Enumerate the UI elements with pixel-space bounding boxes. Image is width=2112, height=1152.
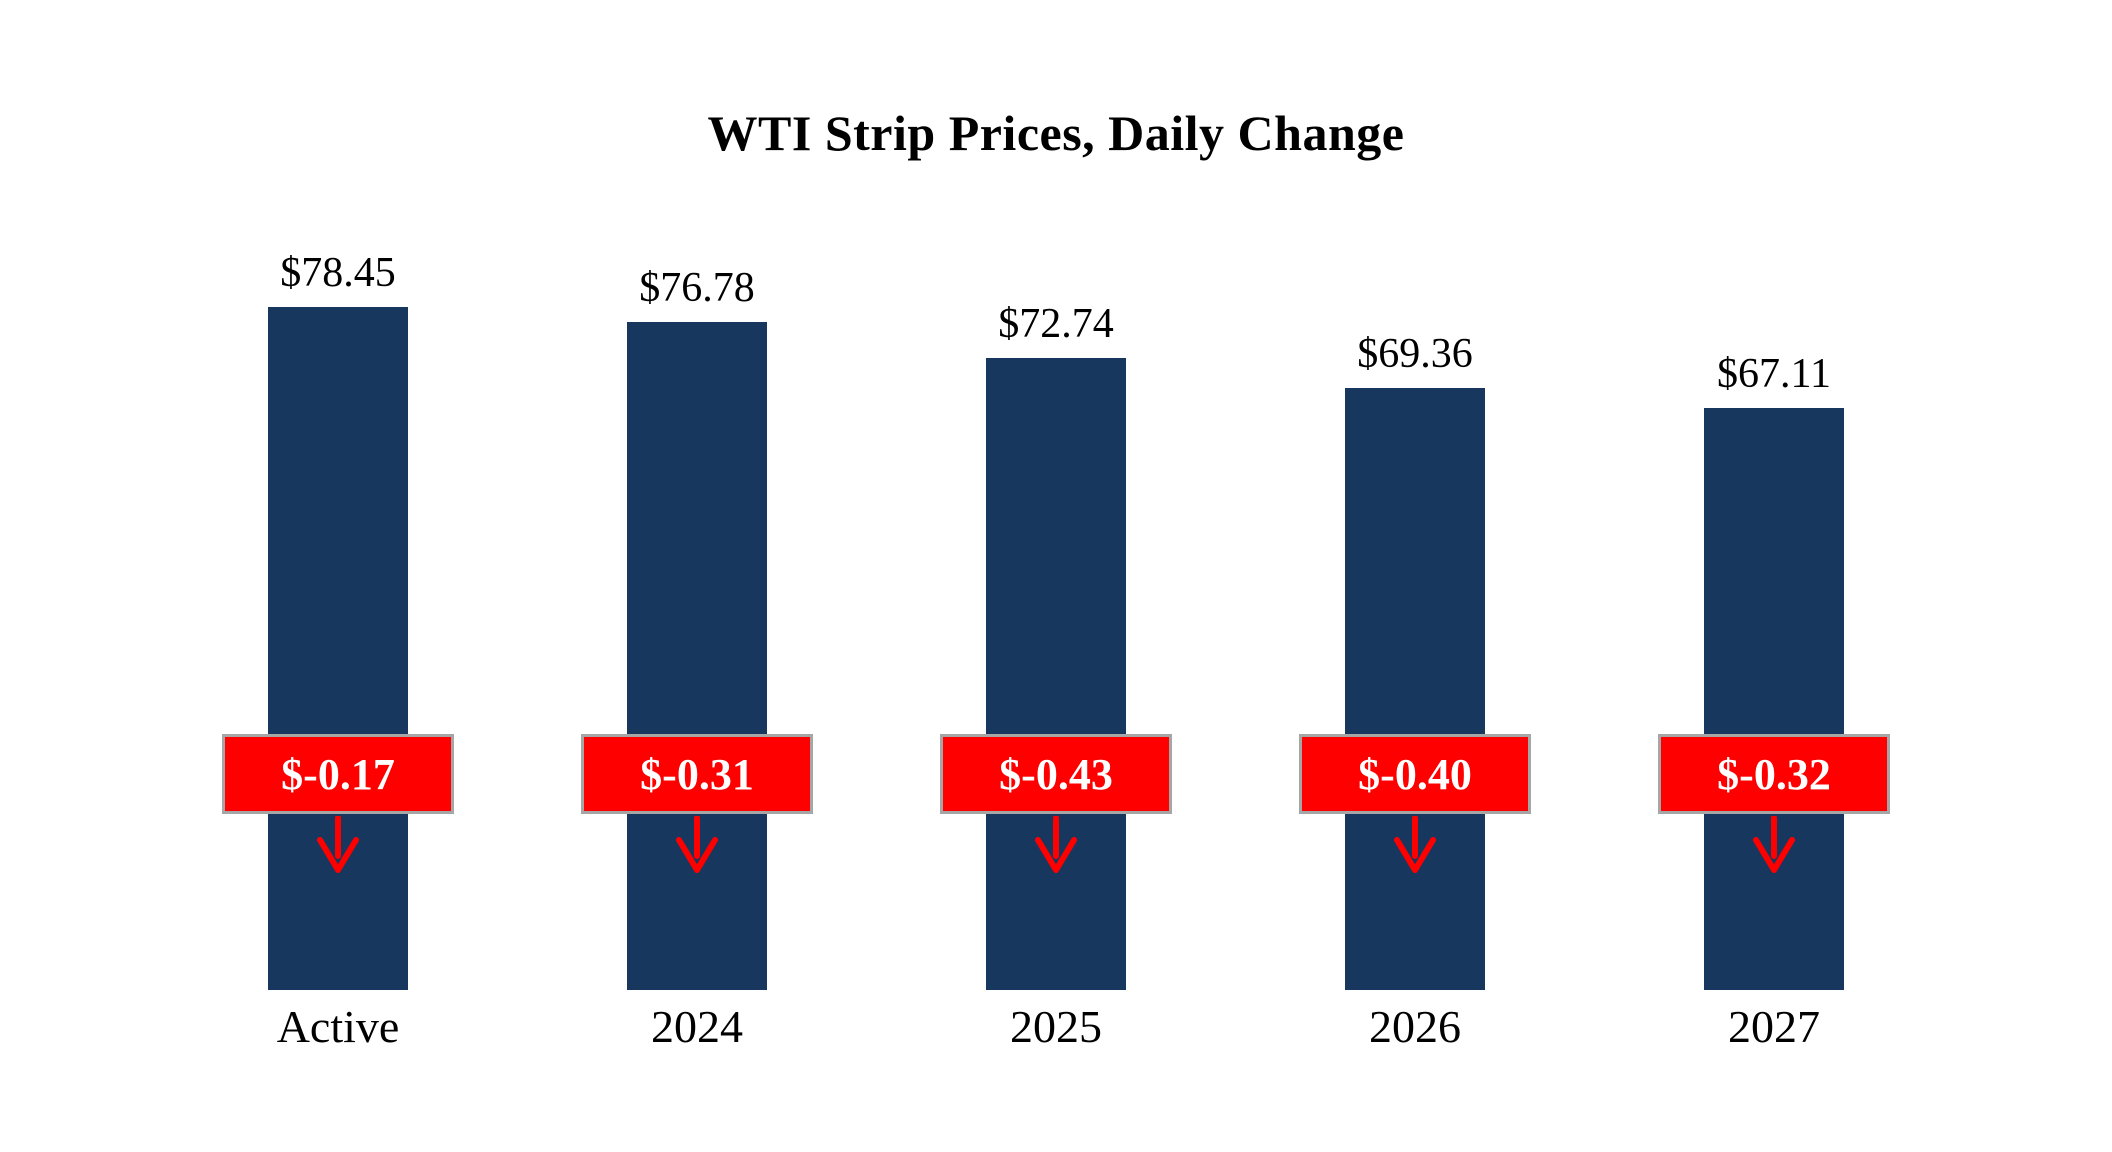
- price-value-label: $78.45: [280, 250, 396, 296]
- price-value-label: $67.11: [1717, 351, 1831, 397]
- category-label: 2025: [1010, 1001, 1102, 1052]
- price-bar: [1345, 388, 1485, 990]
- category-label: 2026: [1369, 1001, 1461, 1052]
- price-value-label: $76.78: [639, 265, 755, 311]
- price-bar: [986, 358, 1126, 990]
- down-arrow-icon: [1033, 815, 1079, 876]
- down-arrow-icon: [1751, 815, 1797, 876]
- price-value-label: $69.36: [1357, 331, 1473, 377]
- daily-change-box: $-0.43: [940, 734, 1172, 814]
- chart-title: WTI Strip Prices, Daily Change: [707, 105, 1405, 161]
- price-bar: [1704, 408, 1844, 990]
- daily-change-box: $-0.31: [581, 734, 813, 814]
- down-arrow-icon: [315, 815, 361, 876]
- price-bar: [627, 322, 767, 990]
- category-label: 2027: [1728, 1001, 1820, 1052]
- price-value-label: $72.74: [998, 301, 1114, 347]
- daily-change-box: $-0.17: [222, 734, 454, 814]
- category-label: Active: [276, 1001, 400, 1052]
- daily-change-box: $-0.32: [1658, 734, 1890, 814]
- price-bar: [268, 307, 408, 990]
- category-label: 2024: [651, 1001, 743, 1052]
- down-arrow-icon: [1392, 815, 1438, 876]
- daily-change-box: $-0.40: [1299, 734, 1531, 814]
- down-arrow-icon: [674, 815, 720, 876]
